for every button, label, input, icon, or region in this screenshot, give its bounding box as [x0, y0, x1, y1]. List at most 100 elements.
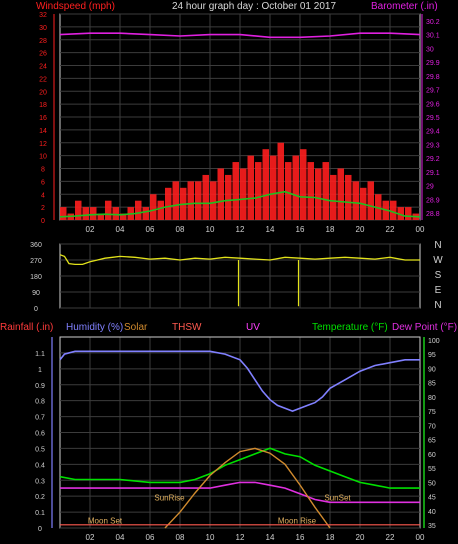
wind-bar: [97, 213, 104, 220]
annotation-label: Moon Set: [88, 517, 123, 526]
temperature-tick-label: 95: [428, 352, 436, 359]
rain-tick-label: 0: [38, 526, 42, 533]
temperature-tick-label: 80: [428, 395, 436, 402]
baro-tick-label: 30.1: [426, 33, 440, 40]
wind-baro-panel: 0246810121416182022242628303228.828.9292…: [39, 12, 440, 234]
windspeed-axis-label: Windspeed (mph): [36, 1, 115, 12]
wind-bar: [337, 168, 344, 220]
temperature-tick-label: 45: [428, 495, 436, 502]
temperature-tick-label: 75: [428, 409, 436, 416]
rain-tick-label: 1: [38, 367, 42, 374]
wind-tick-label: 6: [41, 179, 45, 186]
baro-tick-label: 29.2: [426, 156, 440, 163]
direction-tick-label: 90: [32, 290, 40, 297]
wind-bar: [187, 181, 194, 220]
rain-tick-label: 0.1: [35, 510, 45, 517]
baro-tick-label: 28.9: [426, 197, 440, 204]
x-tick-label: 06: [146, 225, 155, 234]
wind-bar: [330, 174, 337, 220]
barometer-line: [59, 32, 421, 39]
wind-bar: [225, 174, 232, 220]
wind-tick-label: 8: [41, 167, 45, 174]
x-tick-label: 16: [296, 533, 305, 542]
wind-bar: [322, 162, 329, 220]
wind-bar: [277, 142, 284, 220]
wind-bar: [90, 207, 97, 220]
wind-tick-label: 32: [39, 12, 47, 19]
wind-tick-label: 28: [39, 38, 47, 45]
x-tick-label: 16: [296, 225, 305, 234]
x-tick-label: 04: [116, 533, 125, 542]
wind-tick-label: 0: [41, 218, 45, 225]
wind-tick-label: 2: [41, 205, 45, 212]
solar-curve: [164, 447, 331, 529]
wind-bar: [285, 162, 292, 220]
legend-rainfall: Rainfall (.in): [0, 322, 53, 333]
legend-uv: UV: [246, 322, 260, 333]
baro-tick-label: 29.4: [426, 129, 440, 136]
rain-tick-label: 0.8: [35, 399, 45, 406]
humidity-line: [59, 350, 420, 412]
annotation-label: SunRise: [154, 494, 185, 503]
wind-tick-label: 20: [39, 89, 47, 96]
wind-bar: [82, 207, 89, 220]
wind-bar: [345, 174, 352, 220]
wind-average-line: [59, 190, 421, 218]
rain-tick-label: 1.1: [35, 351, 45, 358]
temperature-tick-label: 85: [428, 381, 436, 388]
x-tick-label: 18: [326, 225, 335, 234]
direction-tick-label: 270: [30, 258, 42, 265]
temperature-tick-label: 50: [428, 480, 436, 487]
compass-label: E: [435, 285, 442, 296]
wind-tick-label: 14: [39, 128, 47, 135]
direction-tick-label: 0: [34, 306, 38, 313]
wind-bar: [120, 213, 127, 220]
x-tick-label: 00: [416, 225, 425, 234]
baro-tick-label: 28.8: [426, 211, 440, 218]
baro-tick-label: 29: [426, 184, 434, 191]
wind-tick-label: 12: [39, 141, 47, 148]
wind-direction-line: [59, 254, 420, 266]
wind-bar: [397, 207, 404, 220]
rain-tick-label: 0.6: [35, 431, 45, 438]
x-tick-label: 14: [266, 533, 275, 542]
wind-bar: [142, 207, 149, 220]
temperature-tick-label: 70: [428, 423, 436, 430]
wind-bar: [195, 181, 202, 220]
wind-bar: [135, 200, 142, 220]
wind-tick-label: 24: [39, 64, 47, 71]
wind-bar: [352, 181, 359, 220]
x-tick-label: 12: [236, 533, 245, 542]
baro-tick-label: 29.7: [426, 88, 440, 95]
temperature-tick-label: 40: [428, 509, 436, 516]
x-tick-label: 00: [416, 533, 425, 542]
legend-temperature: Temperature (°F): [312, 322, 388, 333]
x-tick-label: 08: [176, 225, 185, 234]
baro-tick-label: 30: [426, 46, 434, 53]
wind-tick-label: 26: [39, 51, 47, 58]
x-tick-label: 04: [116, 225, 125, 234]
wind-bar: [210, 181, 217, 220]
wind-bar: [202, 174, 209, 220]
rain-tick-label: 0.3: [35, 478, 45, 485]
x-tick-label: 12: [236, 225, 245, 234]
wind-bar: [157, 200, 164, 220]
rain-tick-label: 0.4: [35, 462, 45, 469]
direction-tick-label: 360: [30, 242, 42, 249]
x-tick-label: 10: [206, 225, 215, 234]
legend-thsw: THSW: [172, 322, 202, 333]
wind-tick-label: 18: [39, 102, 47, 109]
dew-point-line: [60, 481, 420, 504]
compass-label: W: [433, 255, 443, 266]
baro-tick-label: 29.3: [426, 142, 440, 149]
wind-bar: [232, 162, 239, 220]
wind-bar: [292, 155, 299, 220]
temperature-tick-label: 65: [428, 438, 436, 445]
rain-tick-label: 0.5: [35, 446, 45, 453]
temperature-humidity-panel: 0 0.1 0.2 0.3 0.4 0.5 0.6 0.7 0.8 0.9 1 1.1 35 40 45 50…: [35, 336, 440, 542]
direction-tick-label: 180: [30, 274, 42, 281]
legend-humidity: Humidity (%): [66, 322, 123, 333]
rain-tick-label: 0.2: [35, 494, 45, 501]
wind-bar: [262, 149, 269, 220]
